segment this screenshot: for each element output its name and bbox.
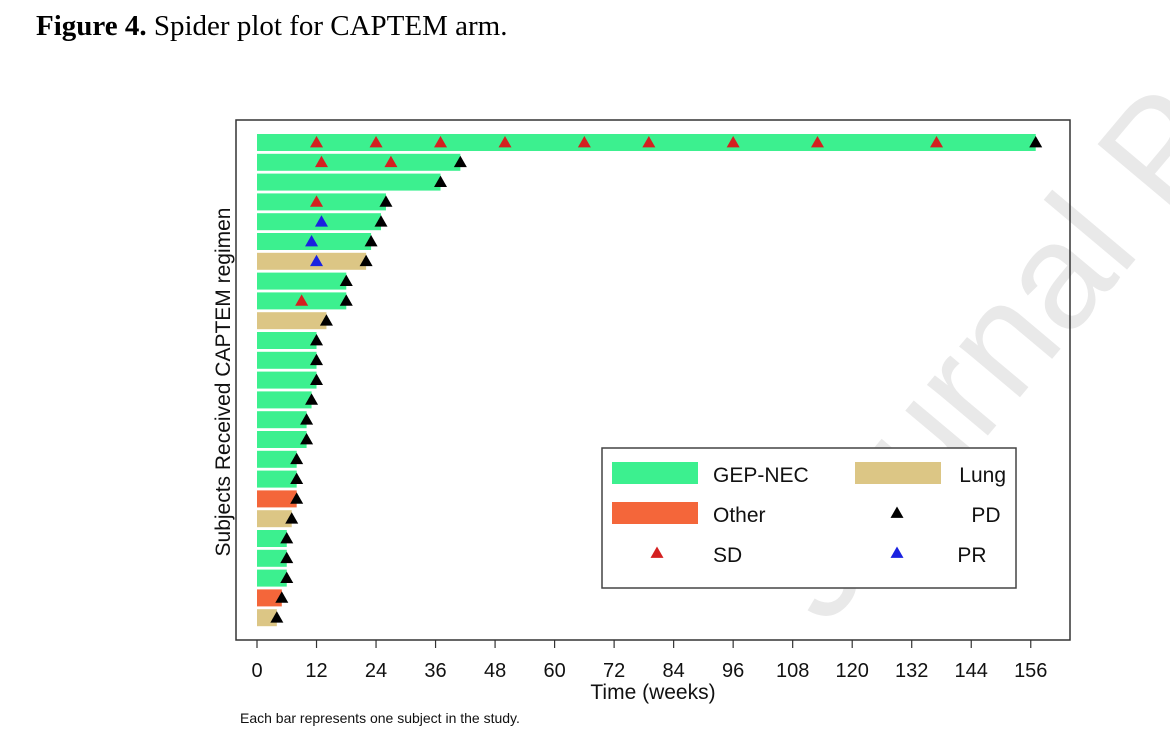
marker-pd-subject-1-10 <box>1029 136 1043 148</box>
plot-frame <box>235 119 1071 641</box>
x-tick-label: 72 <box>603 660 625 682</box>
marker-sd-subject-1-1 <box>310 136 324 148</box>
bars-layer <box>257 134 1036 627</box>
bar-subject-20 <box>257 510 292 528</box>
markers-layer <box>270 136 1043 623</box>
bar-subject-13 <box>257 371 317 389</box>
marker-pd-subject-16-1 <box>300 433 314 445</box>
marker-pd-subject-17-1 <box>290 452 304 465</box>
x-tick-label: 108 <box>776 660 809 682</box>
marker-pd-subject-24-1 <box>275 591 289 603</box>
figure-caption-text: Spider plot for CAPTEM arm. <box>153 10 508 42</box>
figure-caption: Figure 4. Spider plot for CAPTEM arm. <box>36 10 507 43</box>
marker-pd-subject-7-2 <box>359 254 373 267</box>
x-tick-label: 0 <box>251 660 262 682</box>
x-tick-label: 24 <box>365 660 387 682</box>
x-tick-label: 132 <box>895 660 928 682</box>
marker-sd-subject-2-2 <box>384 155 398 168</box>
marker-sd-subject-1-9 <box>930 136 944 148</box>
marker-sd-subject-1-8 <box>810 136 824 148</box>
marker-pr-subject-5-1 <box>314 215 328 227</box>
bar-subject-21 <box>257 530 287 547</box>
marker-sd-subject-1-4 <box>498 136 512 148</box>
marker-pd-subject-23-1 <box>280 571 294 583</box>
marker-pd-subject-21-1 <box>280 532 294 544</box>
x-tick-label: 96 <box>722 660 744 682</box>
bar-subject-12 <box>257 351 317 369</box>
legend: GEP-NEC Lung Other PD SD PR <box>601 447 1017 589</box>
marker-pr-subject-7-1 <box>310 254 324 267</box>
bar-subject-17 <box>257 450 297 468</box>
x-tick-label: 36 <box>424 660 446 682</box>
marker-pd-subject-3-1 <box>434 175 448 187</box>
bar-subject-19 <box>257 490 297 508</box>
marker-sd-subject-2-1 <box>314 155 328 168</box>
x-tick-label: 144 <box>955 660 988 682</box>
bar-subject-11 <box>257 332 317 349</box>
y-axis-label: Subjects Received CAPTEM regimen <box>212 208 235 557</box>
legend-label-sd: SD <box>713 544 742 567</box>
marker-pr-subject-6-1 <box>305 235 319 247</box>
x-axis-label: Time (weeks) <box>590 681 715 704</box>
marker-pd-subject-18-1 <box>290 472 304 484</box>
marker-pd-subject-8-1 <box>339 274 353 286</box>
legend-label-other: Other <box>713 504 766 527</box>
legend-label-pr: PR <box>957 544 986 567</box>
marker-pd-subject-11-1 <box>310 334 324 346</box>
x-tick-label: 84 <box>663 660 685 682</box>
marker-pd-subject-5-2 <box>374 215 388 227</box>
bar-subject-8 <box>257 272 347 290</box>
x-tick-label: 156 <box>1014 660 1047 682</box>
marker-pd-subject-15-1 <box>300 413 314 425</box>
marker-sd-subject-1-7 <box>726 136 740 148</box>
marker-pd-subject-9-2 <box>339 294 353 306</box>
footnote: Each bar represents one subject in the s… <box>240 710 520 726</box>
marker-pd-subject-10-1 <box>319 314 333 326</box>
legend-swatch-other <box>612 502 698 524</box>
bar-subject-24 <box>257 589 282 607</box>
x-tick-label: 12 <box>305 660 327 682</box>
bar-subject-10 <box>257 312 327 330</box>
legend-label-lung: Lung <box>959 464 1006 487</box>
legend-swatch-lung <box>855 462 941 484</box>
legend-marker-sd <box>650 546 664 558</box>
legend-label-pd: PD <box>971 504 1000 527</box>
marker-pd-subject-14-1 <box>305 393 319 405</box>
x-tick-label: 60 <box>543 660 565 682</box>
marker-sd-subject-1-6 <box>642 136 656 148</box>
marker-pd-subject-19-1 <box>290 492 304 504</box>
x-tick-label: 120 <box>836 660 869 682</box>
marker-pd-subject-12-1 <box>310 353 324 366</box>
marker-pd-subject-2-3 <box>453 155 467 168</box>
x-tick-label: 48 <box>484 660 506 682</box>
marker-pd-subject-13-1 <box>310 373 324 385</box>
figure-label: Figure 4. <box>36 10 147 42</box>
bar-subject-15 <box>257 411 307 429</box>
bar-subject-7 <box>257 252 367 270</box>
legend-marker-pr <box>890 546 904 558</box>
marker-sd-subject-1-2 <box>369 136 383 148</box>
bar-subject-23 <box>257 569 287 587</box>
legend-label-gep-nec: GEP-NEC <box>713 464 809 487</box>
marker-sd-subject-1-3 <box>434 136 448 148</box>
bar-subject-3 <box>257 173 441 191</box>
bar-subject-2 <box>257 153 461 171</box>
bar-subject-16 <box>257 431 307 448</box>
bar-subject-22 <box>257 549 287 567</box>
legend-swatch-gep-nec <box>612 462 698 484</box>
marker-pd-subject-20-1 <box>285 512 299 524</box>
marker-pd-subject-22-1 <box>280 551 294 564</box>
marker-sd-subject-9-1 <box>295 294 309 306</box>
marker-pd-subject-25-1 <box>270 611 284 623</box>
marker-pd-subject-6-2 <box>364 235 378 247</box>
marker-pd-subject-4-2 <box>379 195 393 207</box>
bar-subject-18 <box>257 470 297 488</box>
x-axis: 0 12 24 36 48 60 72 84 96 108 120 132 144 156 <box>251 640 1047 682</box>
marker-sd-subject-1-5 <box>577 136 591 148</box>
bar-subject-14 <box>257 391 312 409</box>
legend-marker-pd <box>890 506 904 518</box>
bar-subject-4 <box>257 193 386 211</box>
marker-sd-subject-4-1 <box>310 195 324 207</box>
